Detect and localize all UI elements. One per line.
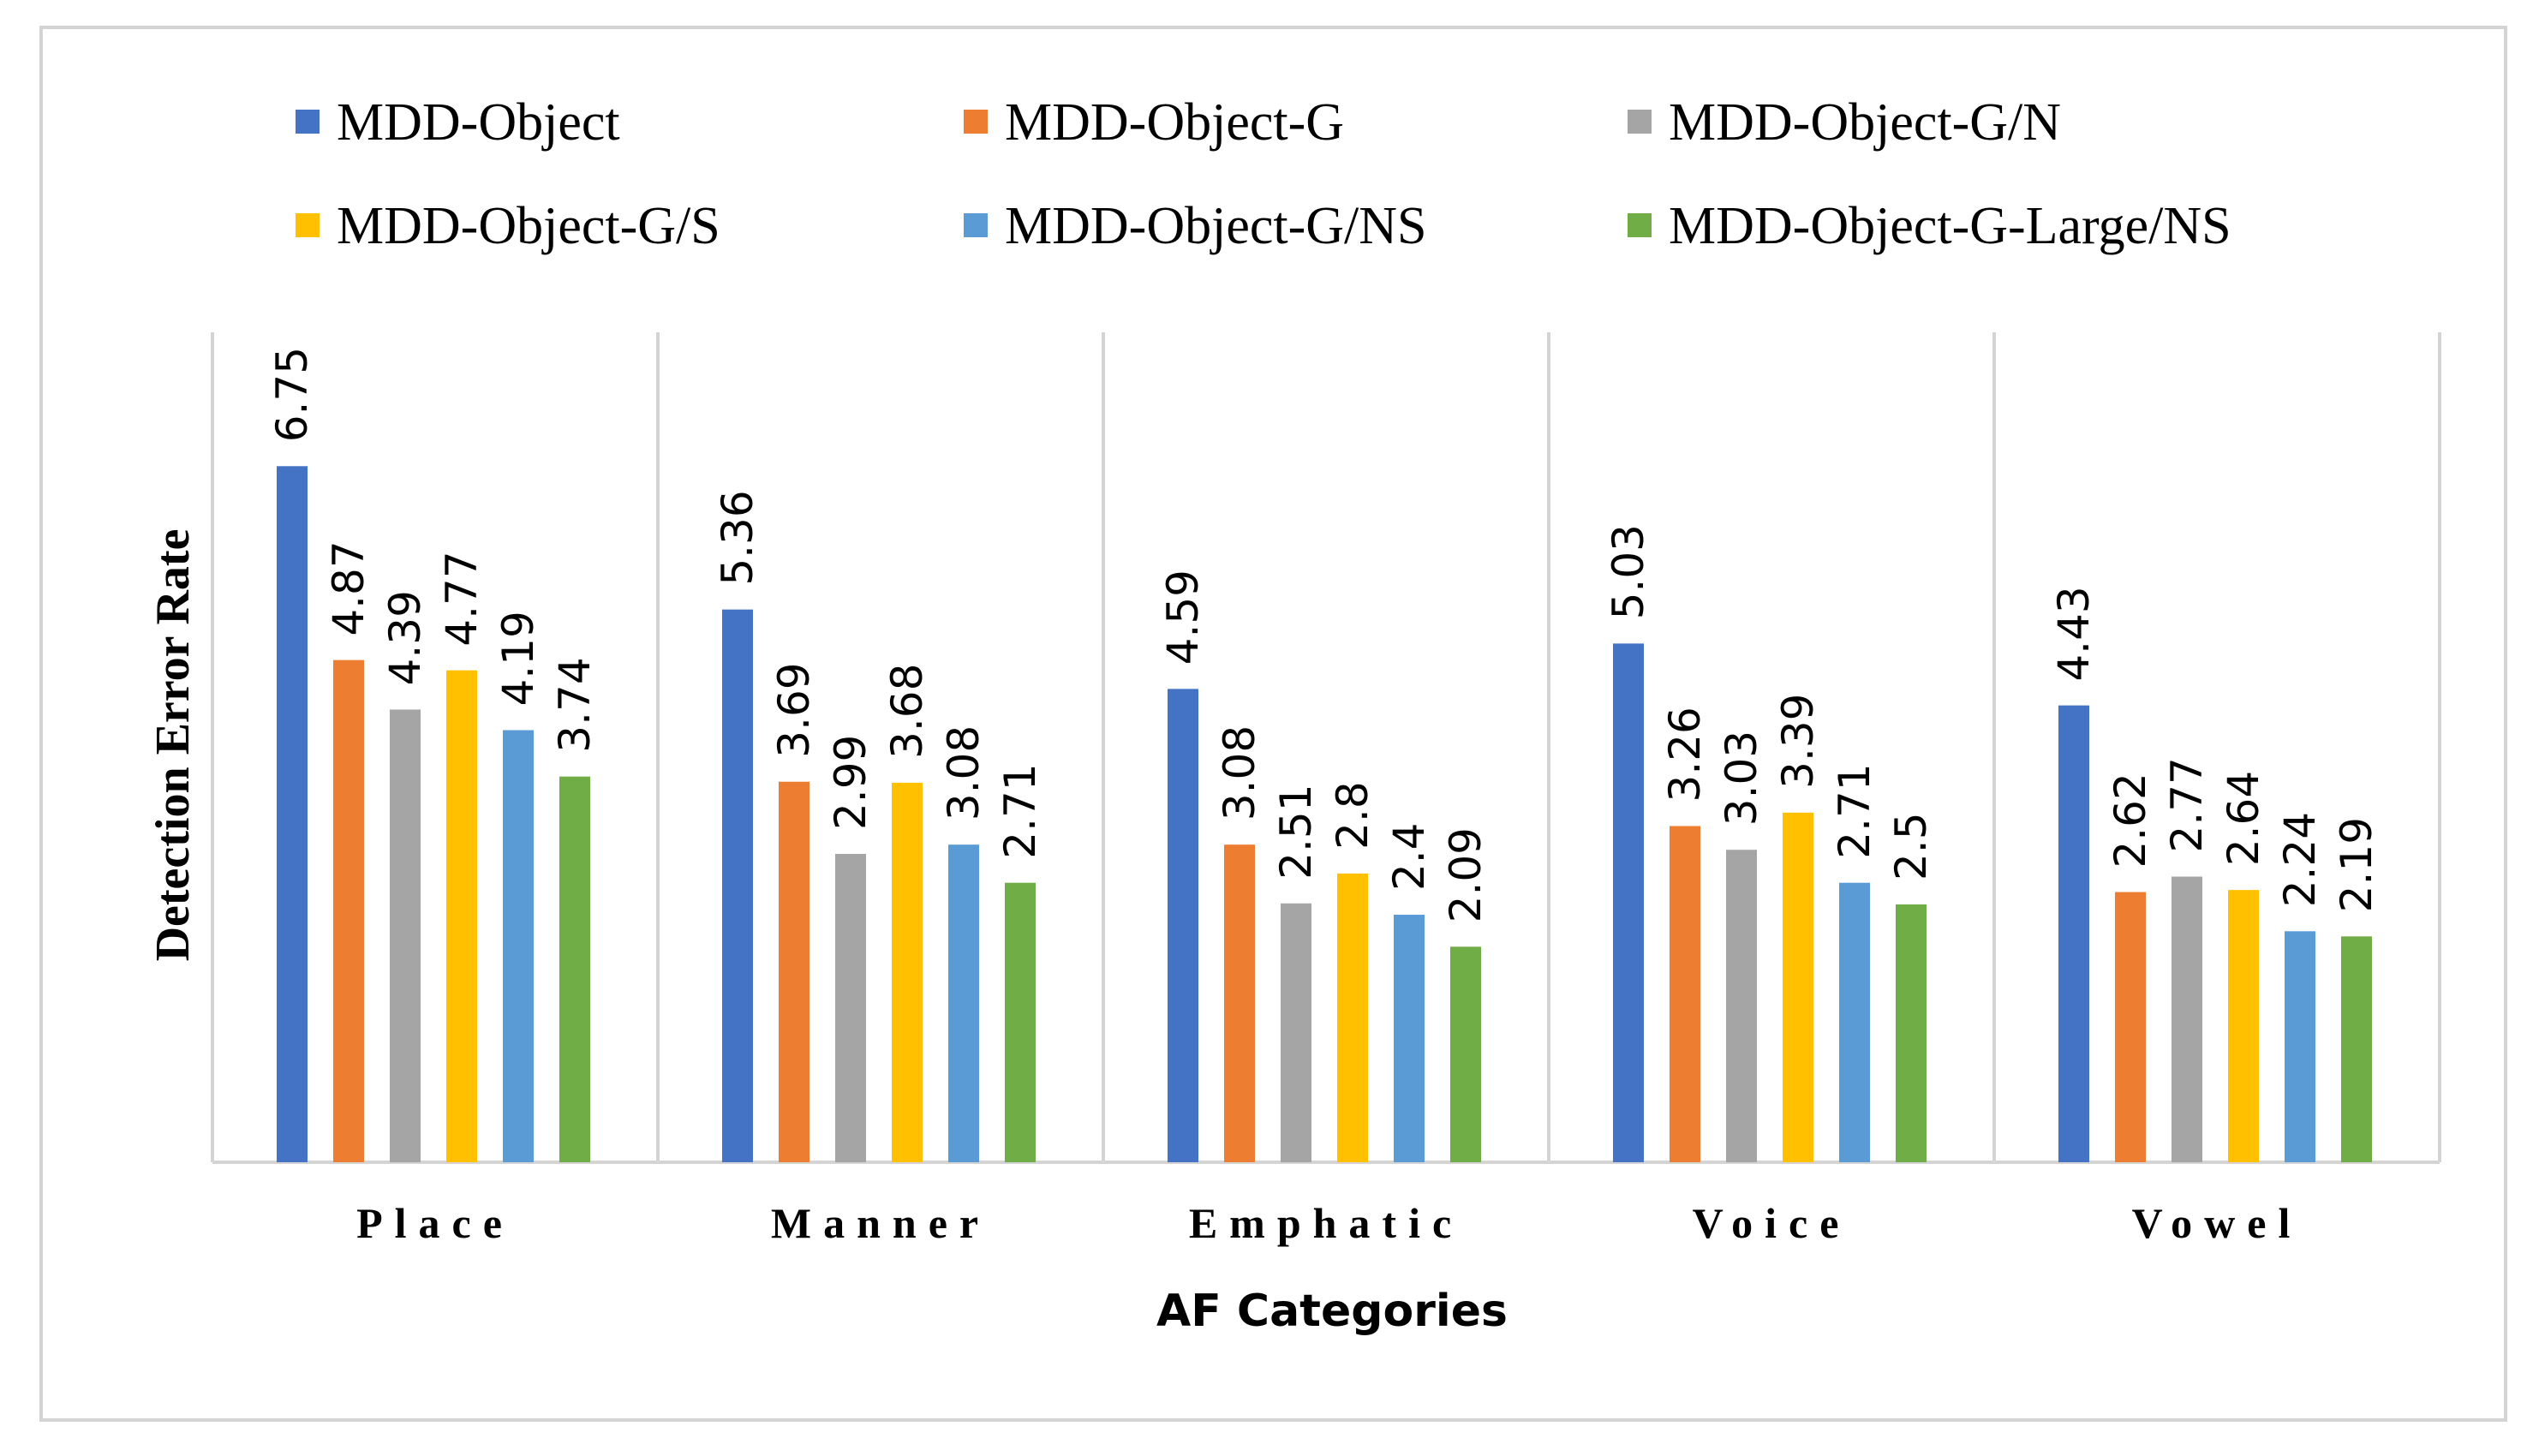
data-label-voice-mdd-object-g-large-ns: 2.5 <box>1886 812 1936 880</box>
bar-emphatic-mdd-object-g-n <box>1281 903 1311 1162</box>
data-label-vowel-mdd-object-g-s: 2.64 <box>2219 771 2268 866</box>
bar-voice-mdd-object-g-large-ns <box>1896 904 1927 1162</box>
data-label-vowel-mdd-object-g: 2.62 <box>2106 773 2155 868</box>
bar-place-mdd-object <box>277 466 308 1162</box>
data-label-vowel-mdd-object-g-large-ns: 2.19 <box>2332 817 2381 912</box>
bar-place-mdd-object-g <box>333 659 364 1162</box>
bar-vowel-mdd-object-g-large-ns <box>2341 936 2372 1162</box>
legend-label-mdd-object-g-s: MDD-Object-G/S <box>337 197 720 255</box>
category-label-vowel: Vowel <box>2132 1199 2303 1247</box>
bar-manner-mdd-object-g-large-ns <box>1005 882 1036 1162</box>
bar-place-mdd-object-g-ns <box>503 730 534 1162</box>
data-label-manner-mdd-object-g-s: 3.68 <box>882 664 932 759</box>
legend-label-mdd-object-g: MDD-Object-G <box>1005 93 1344 152</box>
legend-label-mdd-object-g-large-ns: MDD-Object-G-Large/NS <box>1669 197 2231 255</box>
bar-place-mdd-object-g-n <box>390 709 421 1162</box>
data-label-voice-mdd-object-g-s: 3.39 <box>1773 694 1823 789</box>
bar-emphatic-mdd-object-g-large-ns <box>1450 946 1481 1162</box>
bar-emphatic-mdd-object-g-s <box>1337 873 1368 1162</box>
legend: MDD-Object MDD-Object-G MDD-Object-G/N MDD-… <box>296 93 2231 255</box>
category-label-place: Place <box>356 1199 514 1247</box>
bar-vowel-mdd-object-g-ns <box>2285 931 2315 1162</box>
category-label-manner: Manner <box>771 1199 990 1247</box>
data-label-manner-mdd-object: 5.36 <box>713 490 762 585</box>
bar-place-mdd-object-g-s <box>446 670 477 1162</box>
bar-emphatic-mdd-object-g-ns <box>1394 915 1425 1162</box>
legend-swatch-mdd-object-g <box>964 110 988 134</box>
bar-manner-mdd-object-g-n <box>835 854 866 1162</box>
bar-manner-mdd-object-g-s <box>892 782 923 1162</box>
data-label-place-mdd-object-g-ns: 4.19 <box>493 611 543 706</box>
legend-swatch-mdd-object-g-ns <box>964 213 988 237</box>
x-axis-title: AF Categories <box>1156 1286 1508 1337</box>
data-label-emphatic-mdd-object-g-s: 2.8 <box>1328 781 1377 850</box>
data-label-voice-mdd-object: 5.03 <box>1604 524 1653 619</box>
bar-voice-mdd-object <box>1613 643 1644 1162</box>
category-label-voice: Voice <box>1693 1199 1851 1247</box>
bar-emphatic-mdd-object-g <box>1224 844 1255 1162</box>
data-label-vowel-mdd-object-g-n: 2.77 <box>2162 757 2212 852</box>
bar-manner-mdd-object-g-ns <box>948 844 979 1162</box>
bar-voice-mdd-object-g-ns <box>1839 882 1870 1162</box>
legend-label-mdd-object-g-ns: MDD-Object-G/NS <box>1005 197 1427 255</box>
bars: 6.75 4.874.39 4.774.19 3.74 5.36 3.692.993.68… <box>267 347 2381 1162</box>
data-label-voice-mdd-object-g-n: 3.03 <box>1717 731 1766 826</box>
y-axis-title: Detection Error Rate <box>146 529 200 962</box>
data-label-manner-mdd-object-g-n: 2.99 <box>826 735 875 830</box>
data-label-place-mdd-object-g-s: 4.77 <box>437 551 487 646</box>
data-label-manner-mdd-object-g-ns: 3.08 <box>939 725 989 820</box>
data-label-place-mdd-object: 6.75 <box>267 347 317 442</box>
legend-swatch-mdd-object-g-n <box>1628 110 1652 134</box>
data-label-place-mdd-object-g: 4.87 <box>324 540 373 636</box>
legend-label-mdd-object: MDD-Object <box>337 93 620 152</box>
bar-vowel-mdd-object-g-s <box>2228 890 2259 1162</box>
data-label-vowel-mdd-object-g-ns: 2.24 <box>2275 812 2325 907</box>
data-label-place-mdd-object-g-large-ns: 3.74 <box>550 657 600 752</box>
legend-swatch-mdd-object-g-s <box>296 213 320 237</box>
data-label-emphatic-mdd-object-g-n: 2.51 <box>1271 784 1321 879</box>
data-label-emphatic-mdd-object-g-large-ns: 2.09 <box>1441 827 1491 922</box>
data-label-emphatic-mdd-object-g: 3.08 <box>1215 725 1264 820</box>
category-labels: Place Manner Emphatic Voice Vowel <box>356 1199 2303 1247</box>
bar-place-mdd-object-g-large-ns <box>559 776 590 1162</box>
bar-voice-mdd-object-g <box>1670 826 1700 1162</box>
data-label-place-mdd-object-g-n: 4.39 <box>380 590 430 685</box>
category-separators <box>211 332 2441 1162</box>
data-label-emphatic-mdd-object-g-ns: 2.4 <box>1384 823 1434 892</box>
bar-voice-mdd-object-g-s <box>1783 812 1813 1162</box>
data-label-voice-mdd-object-g: 3.26 <box>1660 707 1710 802</box>
data-label-vowel-mdd-object: 4.43 <box>2049 586 2099 681</box>
bar-vowel-mdd-object-g-n <box>2172 876 2202 1162</box>
bar-emphatic-mdd-object <box>1168 689 1198 1162</box>
bar-manner-mdd-object-g <box>779 781 809 1162</box>
data-label-manner-mdd-object-g: 3.69 <box>769 662 819 757</box>
bar-vowel-mdd-object-g <box>2115 892 2146 1162</box>
data-label-emphatic-mdd-object: 4.59 <box>1158 570 1208 665</box>
bar-manner-mdd-object <box>722 609 753 1162</box>
legend-label-mdd-object-g-n: MDD-Object-G/N <box>1669 93 2061 152</box>
legend-swatch-mdd-object-g-large-ns <box>1628 213 1652 237</box>
data-label-voice-mdd-object-g-ns: 2.71 <box>1830 763 1879 858</box>
legend-swatch-mdd-object <box>296 110 320 134</box>
category-label-emphatic: Emphatic <box>1189 1199 1463 1247</box>
bar-vowel-mdd-object <box>2058 705 2089 1162</box>
data-label-manner-mdd-object-g-large-ns: 2.71 <box>995 763 1045 858</box>
bar-voice-mdd-object-g-n <box>1726 850 1757 1162</box>
